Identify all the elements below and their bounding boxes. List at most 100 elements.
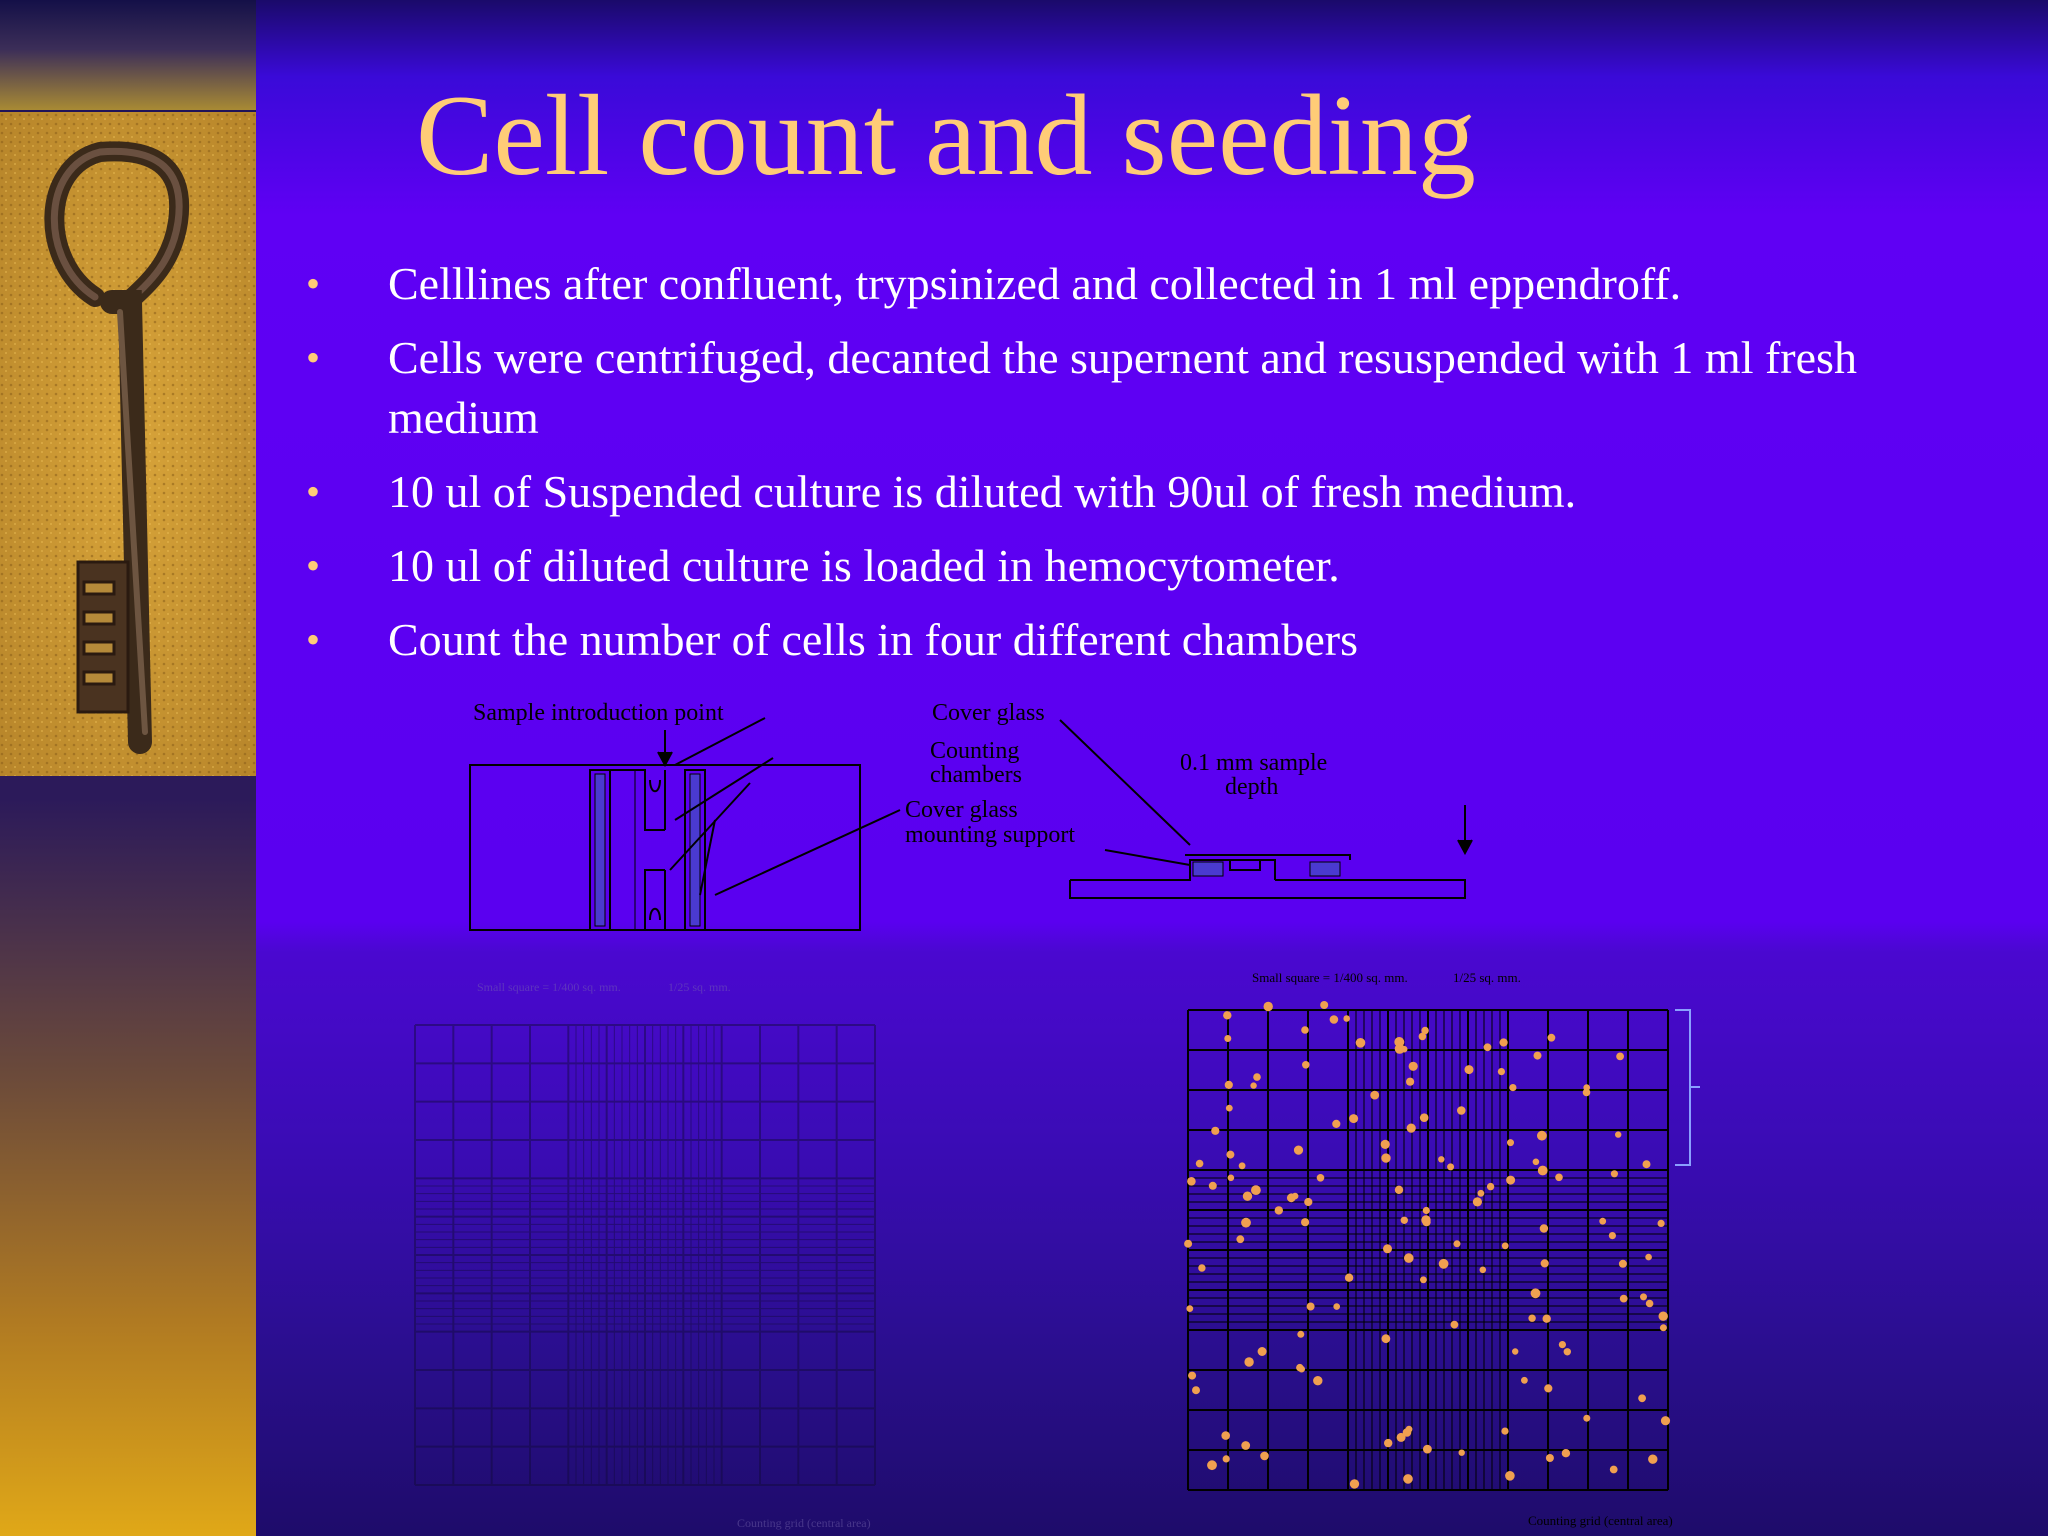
cell-dot bbox=[1406, 1123, 1416, 1133]
cell-dot bbox=[1457, 1106, 1466, 1115]
cell-dot bbox=[1547, 1033, 1556, 1042]
cell-dot bbox=[1618, 1259, 1627, 1268]
hemocytometer-diagram: Sample introduction point Cover glass Co… bbox=[469, 700, 1473, 931]
cell-dot bbox=[1610, 1170, 1618, 1178]
cell-dot bbox=[1244, 1357, 1254, 1367]
label-mount-2: mounting support bbox=[905, 822, 1075, 848]
key-image bbox=[0, 112, 256, 776]
cell-dot bbox=[1260, 1451, 1269, 1461]
cell-dot bbox=[1464, 1065, 1474, 1075]
cell-dot bbox=[1257, 1347, 1267, 1356]
cell-dot bbox=[1528, 1314, 1536, 1322]
bullet-text: Count the number of cells in four differ… bbox=[388, 614, 1358, 665]
bullet-text: Celllines after confluent, trypsinized a… bbox=[388, 258, 1682, 309]
cell-dot bbox=[1642, 1160, 1651, 1169]
cell-dot bbox=[1583, 1414, 1591, 1422]
cell-dot bbox=[1421, 1026, 1429, 1035]
bullet-dot-icon: • bbox=[306, 335, 321, 380]
bullet-item: • Cells were centrifuged, decanted the s… bbox=[306, 328, 1946, 448]
cell-dot bbox=[1238, 1162, 1246, 1170]
cell-dot bbox=[1450, 1320, 1459, 1329]
cell-dot bbox=[1316, 1174, 1325, 1182]
cell-dot bbox=[1222, 1455, 1230, 1463]
sidebar-decoration bbox=[0, 0, 256, 1536]
cell-dot bbox=[1499, 1038, 1508, 1047]
cell-dot bbox=[1241, 1217, 1251, 1228]
cell-dot bbox=[1545, 1454, 1554, 1462]
cell-dot bbox=[1184, 1239, 1193, 1248]
cell-dot bbox=[1507, 1139, 1514, 1147]
cell-dot bbox=[1304, 1197, 1313, 1207]
cell-dot bbox=[1453, 1240, 1461, 1248]
cell-dot bbox=[1207, 1460, 1217, 1471]
cell-dot bbox=[1344, 1273, 1354, 1282]
cell-dot bbox=[1660, 1416, 1671, 1426]
cell-dot bbox=[1472, 1197, 1482, 1207]
cell-dot bbox=[1297, 1330, 1305, 1338]
cell-dot bbox=[1479, 1266, 1487, 1274]
grid-right-footer-label: Counting grid (central area) bbox=[1528, 1513, 1673, 1528]
cell-dot bbox=[1224, 1035, 1232, 1042]
grid-left-footer-label: Counting grid (central area) bbox=[737, 1516, 871, 1530]
cell-dot bbox=[1381, 1334, 1391, 1344]
cell-dot bbox=[1645, 1253, 1652, 1261]
label-cover-glass: Cover glass bbox=[932, 700, 1045, 726]
cell-dot bbox=[1447, 1163, 1455, 1171]
hemocytometer-grid-cells: Small square = 1/400 sq. mm. 1/25 sq. mm… bbox=[1184, 970, 1700, 1528]
cell-dot bbox=[1394, 1185, 1404, 1194]
cell-dot bbox=[1530, 1288, 1541, 1299]
cell-dot bbox=[1242, 1191, 1253, 1201]
cell-dot bbox=[1619, 1294, 1628, 1303]
cell-dot bbox=[1477, 1189, 1485, 1197]
cell-dot bbox=[1418, 1032, 1427, 1041]
cell-dot bbox=[1400, 1216, 1408, 1224]
cell-dot bbox=[1370, 1090, 1380, 1100]
label-mount-1: Cover glass bbox=[905, 797, 1018, 823]
cell-dot bbox=[1506, 1175, 1516, 1185]
grid-left-large-square-label: 1/25 sq. mm. bbox=[668, 980, 731, 994]
cell-dot bbox=[1555, 1173, 1563, 1182]
cell-dot bbox=[1615, 1131, 1622, 1138]
cell-dot bbox=[1306, 1302, 1315, 1311]
cell-dot bbox=[1599, 1217, 1607, 1225]
cell-dot bbox=[1659, 1324, 1667, 1332]
cell-dot bbox=[1274, 1206, 1283, 1215]
cell-dot bbox=[1250, 1082, 1257, 1089]
bullet-item: • 10 ul of Suspended culture is diluted … bbox=[306, 462, 1946, 522]
cell-dot bbox=[1422, 1206, 1430, 1215]
cell-dot bbox=[1198, 1264, 1206, 1272]
bullet-list: • Celllines after confluent, trypsinized… bbox=[306, 254, 1946, 684]
cell-dot bbox=[1355, 1038, 1366, 1048]
cell-dot bbox=[1408, 1061, 1418, 1071]
cell-dot bbox=[1332, 1119, 1341, 1128]
cell-dot bbox=[1187, 1177, 1196, 1186]
cell-dot bbox=[1540, 1259, 1549, 1268]
cell-dot bbox=[1394, 1037, 1405, 1047]
hemocytometer-grid-faint: Small square = 1/400 sq. mm. 1/25 sq. mm… bbox=[414, 980, 876, 1530]
cell-dot bbox=[1227, 1174, 1235, 1182]
cell-dot bbox=[1521, 1376, 1528, 1384]
cell-dot bbox=[1537, 1130, 1547, 1141]
cell-dot bbox=[1532, 1158, 1540, 1166]
label-depth-1: 0.1 mm sample bbox=[1180, 750, 1327, 776]
cell-dot bbox=[1302, 1061, 1310, 1069]
cell-dot bbox=[1301, 1218, 1310, 1227]
cell-dot bbox=[1343, 1015, 1350, 1022]
cell-dot bbox=[1544, 1384, 1553, 1393]
cell-dot bbox=[1381, 1153, 1391, 1163]
cell-dot bbox=[1561, 1449, 1571, 1458]
cell-dot bbox=[1251, 1185, 1261, 1195]
cell-dot bbox=[1380, 1139, 1390, 1149]
cell-dot bbox=[1320, 1001, 1329, 1009]
bullet-dot-icon: • bbox=[306, 469, 321, 514]
cell-dot bbox=[1458, 1449, 1465, 1456]
bullet-text: 10 ul of diluted culture is loaded in he… bbox=[388, 540, 1340, 591]
cell-dot bbox=[1616, 1052, 1624, 1061]
bullet-item: • Celllines after confluent, trypsinized… bbox=[306, 254, 1946, 314]
bullet-item: • Count the number of cells in four diff… bbox=[306, 610, 1946, 670]
cell-dot bbox=[1438, 1258, 1449, 1269]
cell-dot bbox=[1263, 1001, 1273, 1012]
cell-dot bbox=[1512, 1348, 1519, 1355]
cell-dot bbox=[1406, 1077, 1415, 1086]
cell-dot bbox=[1582, 1088, 1591, 1097]
